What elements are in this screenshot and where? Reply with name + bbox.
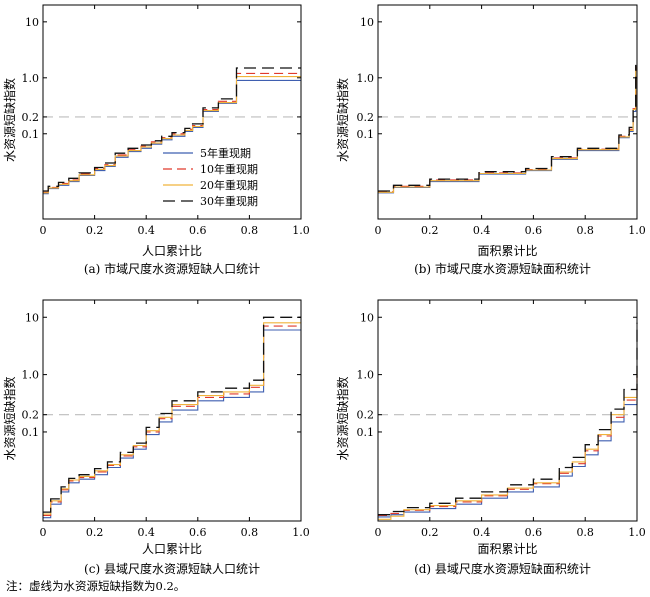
x-tick-label: 1.0 — [628, 526, 646, 539]
x-tick-label: 0.2 — [86, 526, 104, 539]
y-tick-label: 10 — [360, 311, 374, 324]
panel-caption: (d) 县域尺度水资源短缺面积统计 — [414, 561, 591, 575]
x-tick-label: 1.0 — [292, 526, 310, 539]
x-tick-label: 0.2 — [421, 224, 439, 237]
x-axis-label: 人口累计比 — [142, 542, 202, 556]
y-tick-label: 0.2 — [357, 409, 375, 422]
panel-caption: (a) 市域尺度水资源短缺人口统计 — [84, 261, 260, 276]
plot-frame — [42, 4, 302, 220]
x-tick-label: 0.6 — [189, 526, 207, 539]
y-tick-label: 0.1 — [357, 426, 375, 439]
chart-panel-3: 0 0.2 0.4 0.6 0.8 1.0 10 1.0 0.2 0.1 面积累计比 水资源短缺指数 (… — [335, 299, 646, 576]
plot-frame — [377, 4, 638, 220]
x-tick-label: 0.2 — [421, 526, 439, 539]
x-tick-label: 0.8 — [576, 526, 594, 539]
y-tick-label: 0.2 — [22, 409, 40, 422]
x-tick-label: 0 — [40, 526, 47, 539]
legend: 5年重现期 10年重现期 20年重现期 30年重现期 — [163, 146, 258, 208]
x-tick-label: 0 — [375, 526, 382, 539]
legend-label: 30年重现期 — [200, 194, 258, 208]
x-tick-label: 0.4 — [137, 526, 155, 539]
x-tick-label: 0.4 — [137, 224, 155, 237]
series-line-0 — [378, 68, 637, 194]
y-tick-label: 0.2 — [357, 111, 375, 124]
series-line-2 — [378, 67, 637, 193]
series-line-3 — [43, 316, 301, 513]
y-tick-label: 1.0 — [22, 369, 40, 382]
legend-label: 5年重现期 — [200, 146, 251, 160]
series-line-3 — [378, 322, 638, 516]
y-axis-label: 水资源短缺指数 — [335, 78, 350, 162]
y-axis-label: 水资源短缺指数 — [2, 78, 17, 162]
x-tick-label: 0.6 — [525, 224, 543, 237]
x-tick-label: 0.2 — [86, 224, 104, 237]
chart-panel-2: 0 0.2 0.4 0.6 0.8 1.0 10 1.0 0.2 0.1 人口累计比 水资源短缺指数 (… — [2, 299, 310, 576]
x-tick-label: 0 — [375, 224, 382, 237]
x-tick-label: 1.0 — [628, 224, 646, 237]
x-tick-label: 0.8 — [241, 526, 259, 539]
y-tick-label: 0.1 — [22, 128, 40, 141]
y-tick-label: 0.1 — [357, 128, 375, 141]
y-tick-label: 10 — [25, 16, 39, 29]
figure-note: 注：虚线为水资源短缺指数为0.2。 — [6, 579, 186, 593]
plot-frame — [42, 299, 302, 522]
x-tick-label: 0 — [40, 224, 47, 237]
x-axis-label: 面积累计比 — [477, 542, 537, 556]
legend-label: 20年重现期 — [200, 178, 258, 192]
chart-panel-1: 0 0.2 0.4 0.6 0.8 1.0 10 1.0 0.2 0.1 面积累计比 水资源短缺指数 (… — [335, 4, 646, 276]
y-tick-label: 1.0 — [357, 369, 375, 382]
x-tick-label: 0.6 — [189, 224, 207, 237]
series-line-3 — [378, 64, 637, 192]
panel-caption: (c) 县域尺度水资源短缺人口统计 — [84, 561, 260, 575]
x-tick-label: 0.4 — [473, 224, 491, 237]
y-tick-label: 1.0 — [22, 72, 40, 85]
plot-frame — [377, 299, 638, 522]
chart-panel-0: 0 0.2 0.4 0.6 0.8 1.0 10 1.0 0.2 0.1 人口累计比 水资源短缺指数 (… — [2, 4, 310, 276]
legend-label: 10年重现期 — [200, 162, 258, 176]
y-tick-label: 10 — [25, 311, 39, 324]
x-axis-label: 面积累计比 — [477, 244, 537, 258]
series-line-3 — [43, 67, 301, 192]
y-tick-label: 1.0 — [357, 72, 375, 85]
y-tick-label: 10 — [360, 16, 374, 29]
panel-caption: (b) 市域尺度水资源短缺面积统计 — [414, 261, 591, 276]
figure-canvas: 0 0.2 0.4 0.6 0.8 1.0101.00.20.1人口累计比水资源短缺指数(… — [2, 4, 646, 576]
x-axis-label: 人口累计比 — [142, 244, 202, 258]
x-tick-label: 0.8 — [576, 224, 594, 237]
x-tick-label: 1.0 — [292, 224, 310, 237]
x-tick-label: 0.8 — [241, 224, 259, 237]
y-tick-label: 0.2 — [22, 111, 40, 124]
y-axis-label: 水资源短缺指数 — [2, 376, 17, 460]
series-line-0 — [43, 329, 301, 519]
y-axis-label: 水资源短缺指数 — [335, 376, 350, 460]
x-tick-label: 0.6 — [525, 526, 543, 539]
y-tick-label: 0.1 — [22, 426, 40, 439]
x-tick-label: 0.4 — [473, 526, 491, 539]
